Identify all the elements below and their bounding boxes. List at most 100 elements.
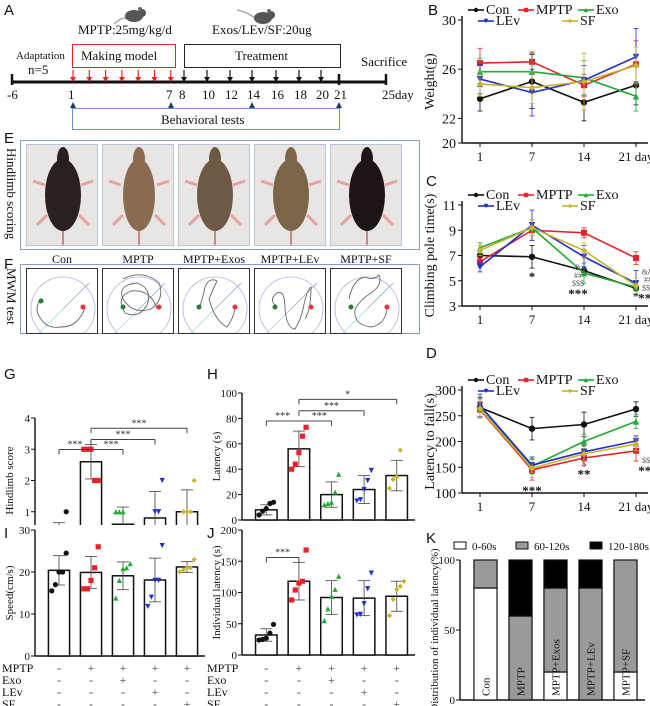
data-point xyxy=(633,255,639,262)
data-point xyxy=(116,577,122,583)
series-line-mptp xyxy=(479,229,637,263)
category-label: Con xyxy=(481,677,493,696)
mwm-trace-tile xyxy=(330,268,402,342)
model-injection-arrowhead xyxy=(167,77,174,82)
y-tick-label: 100 xyxy=(221,388,238,400)
data-point xyxy=(632,93,640,100)
hindlimb-photo xyxy=(178,144,250,246)
timeline-tick-label: 10 xyxy=(202,87,215,102)
data-point xyxy=(523,192,529,198)
data-point xyxy=(270,621,277,627)
making-model-box: Making model xyxy=(72,44,176,68)
data-point xyxy=(127,561,133,567)
y-tick-label: 22 xyxy=(442,112,456,127)
treatment-box: Treatment xyxy=(184,44,341,68)
treatment-dose-label: Exos/LEv/SF:20ug xyxy=(212,22,312,37)
data-point xyxy=(191,477,197,484)
legend-swatch xyxy=(453,541,467,550)
legend-label: MPTP xyxy=(536,188,573,203)
data-point xyxy=(156,509,162,515)
legend-label: Exo xyxy=(596,188,619,203)
data-point xyxy=(365,586,371,592)
legend-swatch xyxy=(589,541,603,550)
significance-annotation: *** xyxy=(522,483,542,498)
data-point xyxy=(580,450,588,458)
treatment-row-label: LEv xyxy=(2,685,23,699)
timeline-tick-label: 8 xyxy=(179,87,186,102)
y-axis-label: Individual latency (s) xyxy=(211,545,223,639)
data-point xyxy=(528,224,536,231)
y-tick-label: 250 xyxy=(435,410,456,425)
data-point xyxy=(473,7,479,13)
x-tick-label: 21 day xyxy=(618,149,650,164)
data-point xyxy=(583,7,589,13)
y-tick-label: 100 xyxy=(439,555,456,567)
category-label: MPTP+Exos xyxy=(551,639,563,696)
behavioral-test-marker xyxy=(70,102,76,108)
legend-label: 120-180s xyxy=(608,541,649,553)
hindlimb-photo-caption: MPTP+Exos xyxy=(182,252,246,266)
mwm-trace-tile xyxy=(254,268,326,342)
treatment-cell: + xyxy=(393,661,400,675)
treatment-cell: - xyxy=(89,673,93,687)
data-point xyxy=(523,377,529,383)
data-point xyxy=(263,635,269,641)
data-point xyxy=(63,550,69,556)
x-tick-label: 14 xyxy=(578,149,592,164)
timeline-tick-label: 7 xyxy=(166,87,173,102)
category-label: MPTP+LEv xyxy=(586,642,598,696)
data-point xyxy=(473,377,479,383)
hindlimb-photo-strip xyxy=(20,140,420,250)
timeline-tick-label: 12 xyxy=(225,87,238,102)
series-line-con xyxy=(479,406,637,430)
y-axis-label: Weight(g) xyxy=(423,53,438,110)
data-point xyxy=(113,595,119,601)
data-point xyxy=(354,612,360,618)
series-line-sf xyxy=(479,408,637,470)
y-tick-label: 50 xyxy=(444,625,456,637)
data-point xyxy=(92,565,98,571)
model-injection-arrowhead xyxy=(118,77,125,82)
chart-latency-to-fall: 100 150 200 250 300 1 7 14 21 day Latency to fall… xyxy=(423,373,650,514)
data-point xyxy=(120,566,126,572)
data-point xyxy=(328,593,335,599)
y-tick-label: 200 xyxy=(221,525,238,537)
data-point xyxy=(386,485,393,491)
legend-label: 60-120s xyxy=(534,541,569,553)
significance-annotation: ** xyxy=(578,466,591,481)
series-line-mptp xyxy=(479,61,637,87)
hindlimb-photo xyxy=(254,144,326,246)
model-injection-arrowhead xyxy=(70,77,76,82)
data-point xyxy=(188,509,194,515)
x-tick-label: 7 xyxy=(529,312,536,327)
data-point xyxy=(188,565,194,571)
data-point xyxy=(296,580,302,586)
y-tick-label: 20 xyxy=(19,567,31,579)
y-tick-label: 100 xyxy=(221,588,238,600)
mwm-test-label: MWM test xyxy=(4,268,19,325)
adaptation-label: Adaptation xyxy=(16,50,65,62)
treatment-cell: - xyxy=(57,673,61,687)
data-point xyxy=(260,508,266,514)
x-tick-label: 14 xyxy=(578,312,592,327)
treatment-cell: + xyxy=(120,661,127,675)
treatment-cell: - xyxy=(362,697,366,706)
y-tick-label: 0 xyxy=(232,515,238,525)
data-point xyxy=(386,613,393,619)
data-point xyxy=(81,586,87,592)
legend-label: SF xyxy=(580,199,596,214)
mptp-dose-label: MPTP:25mg/kg/d xyxy=(78,22,172,37)
mouse-photo-icon xyxy=(108,147,170,245)
data-point xyxy=(528,465,536,472)
mwm-trace-tile xyxy=(26,268,98,342)
treatment-row-label: LEv xyxy=(207,685,228,699)
y-tick-label: 0 xyxy=(232,650,238,662)
significance-annotation: * xyxy=(529,269,536,284)
treatment-row-label: Exo xyxy=(2,673,21,687)
data-point xyxy=(483,203,489,209)
legend-label: LEv xyxy=(496,14,520,29)
mouse-photo-icon xyxy=(336,147,398,245)
